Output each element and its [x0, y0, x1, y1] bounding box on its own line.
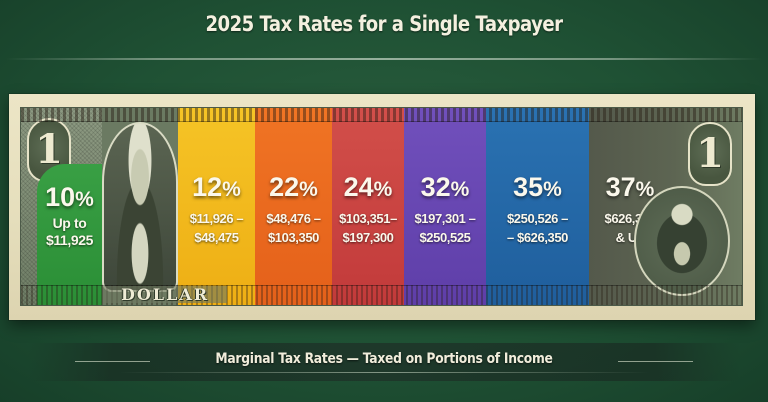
bracket-range: $11,926 – $48,475 — [189, 211, 244, 245]
eagle-seal-icon — [634, 186, 730, 296]
bracket-rate: 35% — [513, 172, 562, 202]
dollar-bill-graphic: 1 DOLLAR 10% Up to $11,925 12% $11,926 – $… — [9, 94, 755, 320]
washington-portrait-icon — [102, 122, 178, 292]
bracket-rate: 24% — [343, 172, 393, 202]
bracket-range: $103,351– $197,300 — [339, 211, 397, 245]
title-divider — [6, 58, 762, 60]
bracket-rate: 10% — [45, 182, 94, 212]
bracket-rate: 12% — [192, 172, 241, 202]
bill-top-inscription-band — [21, 108, 742, 122]
chart-title: 2025 Tax Rates for a Single Taxpayer — [205, 12, 563, 36]
bracket-range: Up to $11,925 — [45, 215, 94, 248]
bracket-32: 32% $197,301 – $250,525 — [404, 108, 486, 305]
subtitle-rule-right — [618, 361, 693, 362]
bracket-rate: 22% — [269, 172, 318, 202]
bracket-35: 35% $250,526 – – $626,350 — [486, 108, 589, 305]
subtitle-banner — [28, 343, 740, 381]
bracket-24: 24% $103,351– $197,300 — [332, 108, 404, 305]
bracket-range: $197,301 – $250,525 — [414, 211, 476, 245]
bracket-22: 22% $48,476 – $103,350 — [255, 108, 332, 305]
bracket-rate: 32% — [420, 172, 470, 202]
one-numeral-right-icon: 1 — [688, 122, 732, 186]
bracket-range: $250,526 – – $626,350 — [506, 211, 569, 245]
bracket-rate: 37% — [605, 172, 655, 202]
bracket-10: 10% Up to $11,925 — [37, 164, 102, 305]
subtitle-rule-left — [75, 361, 150, 362]
bill-engraved-area: 1 DOLLAR 10% Up to $11,925 12% $11,926 – $… — [20, 107, 743, 306]
bracket-12: 12% $11,926 – $48,475 — [178, 108, 255, 305]
bracket-range: $48,476 – $103,350 — [266, 211, 321, 245]
dollar-word: DOLLAR — [103, 286, 227, 303]
chart-subtitle: Marginal Tax Rates — Taxed on Portions o… — [215, 351, 553, 367]
